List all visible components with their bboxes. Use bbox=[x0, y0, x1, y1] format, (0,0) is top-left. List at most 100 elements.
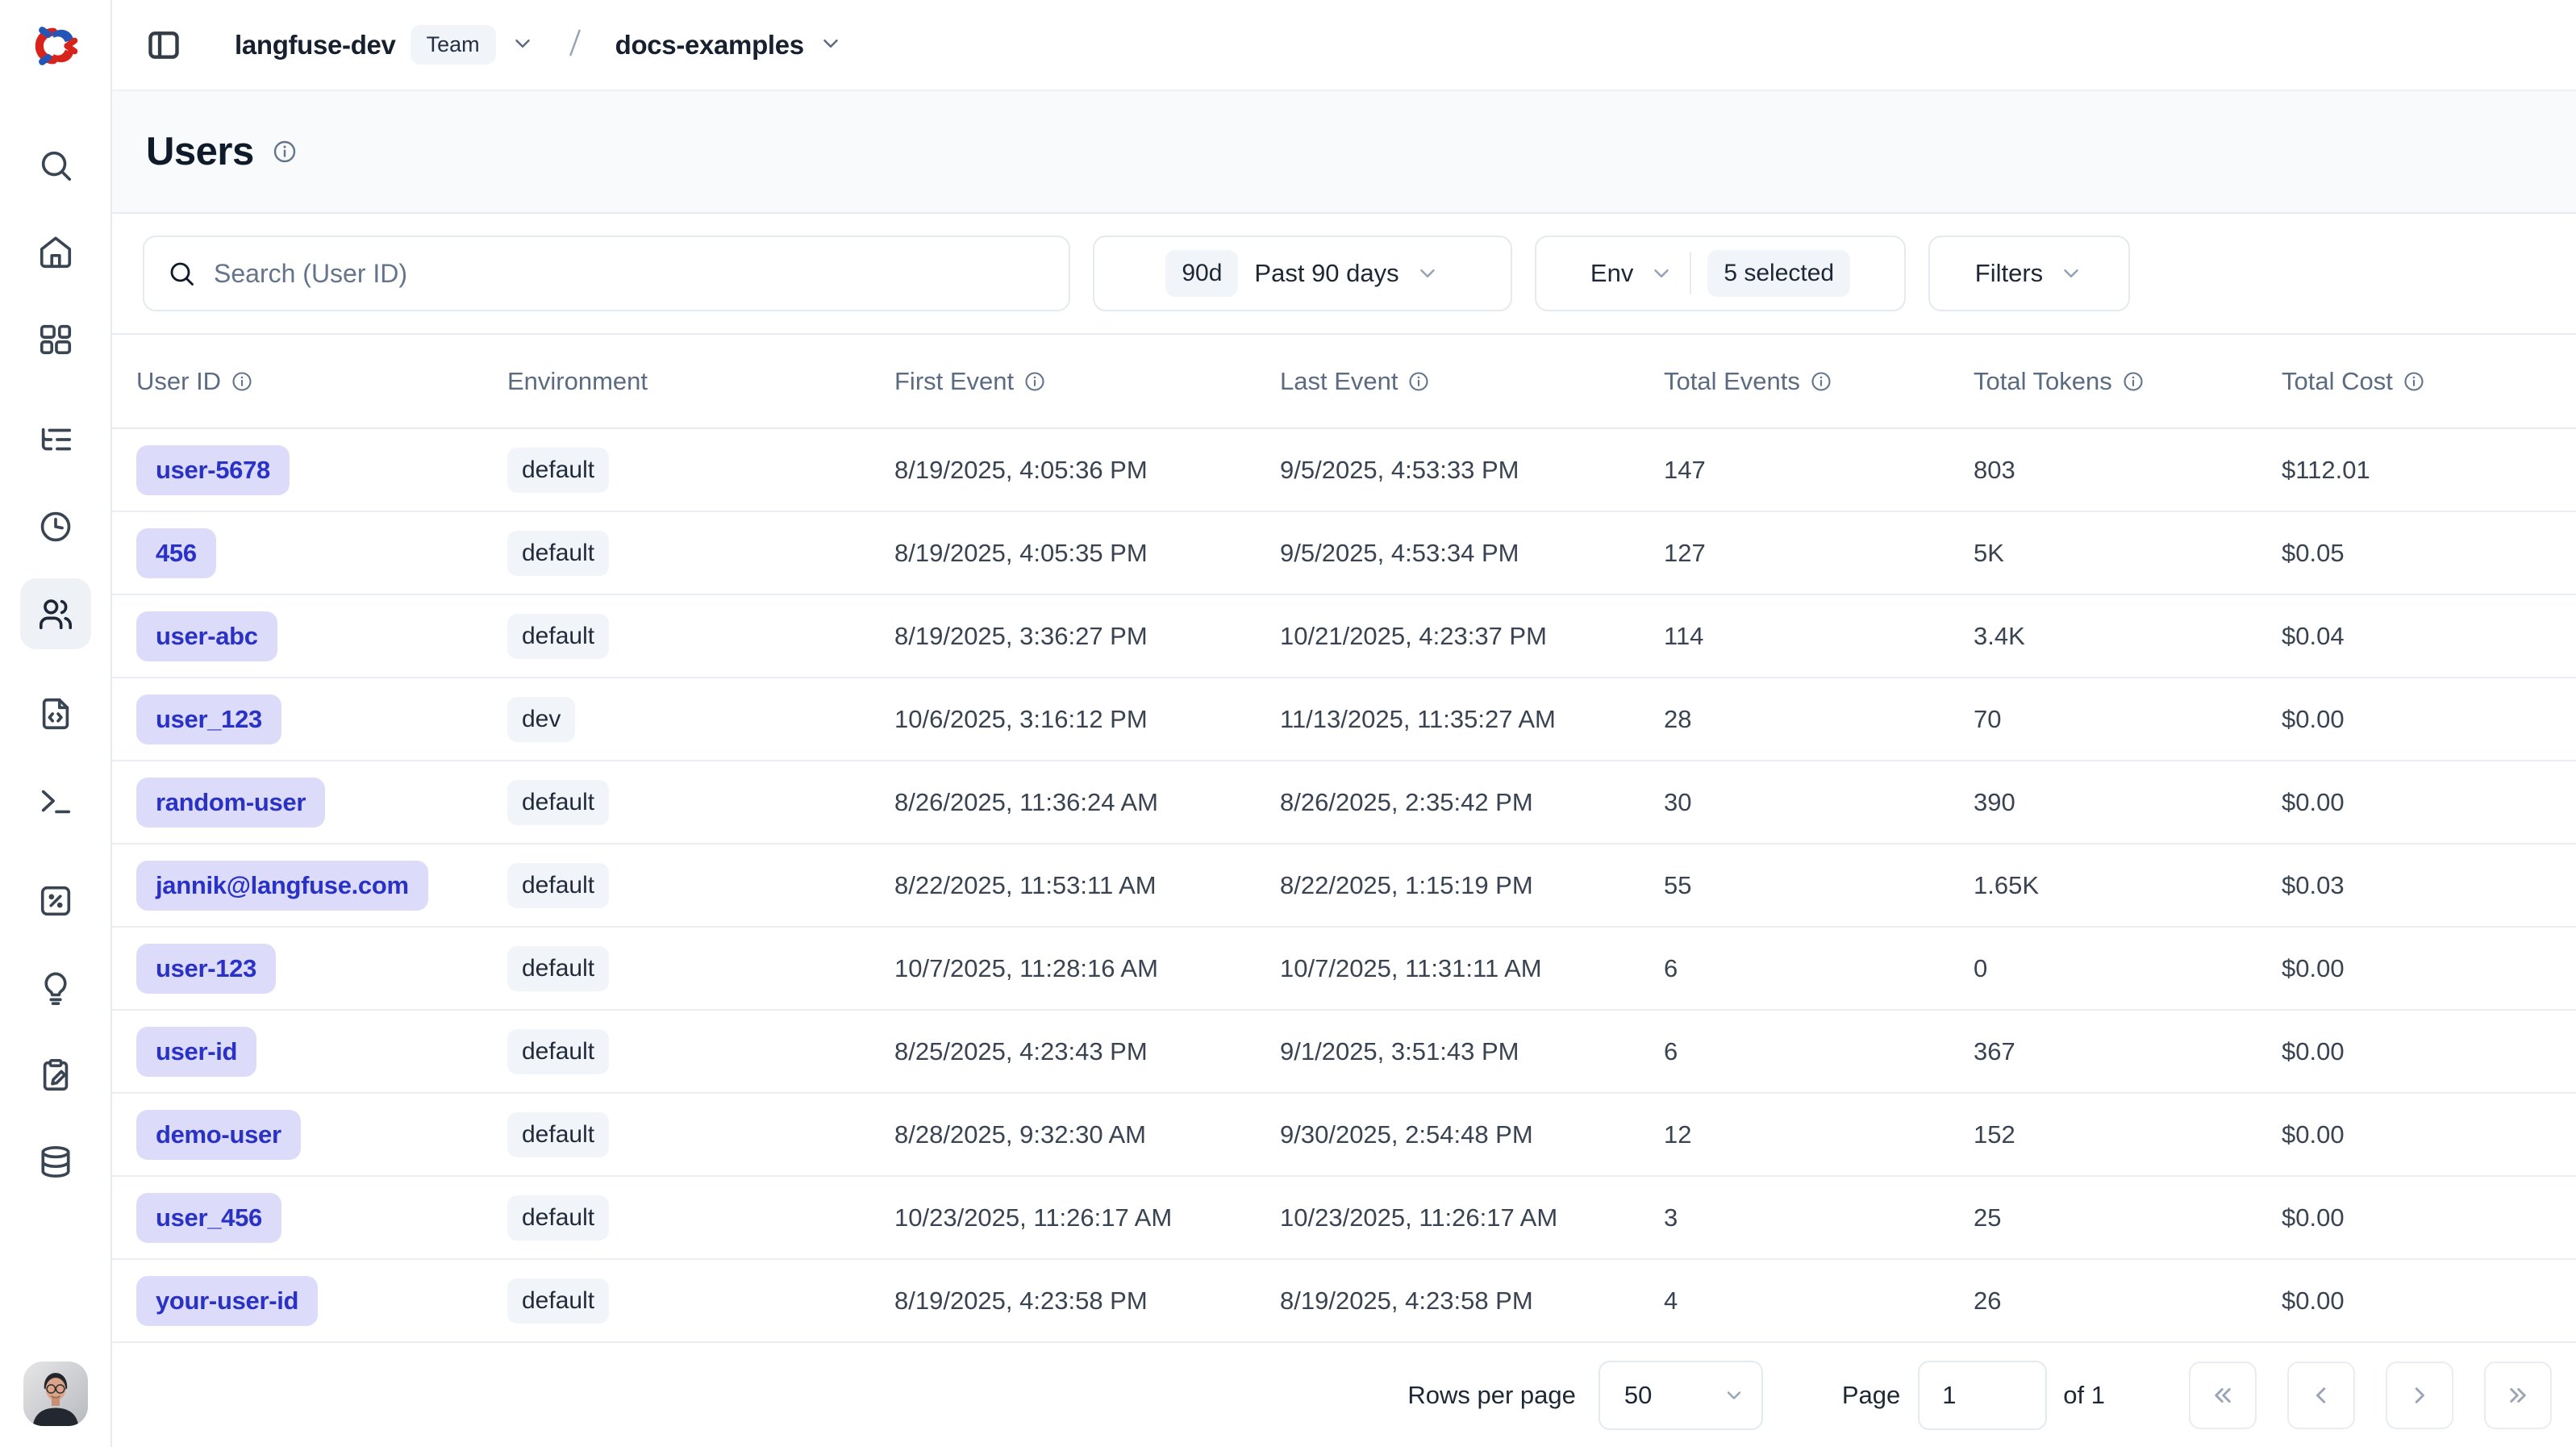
date-range-label: Past 90 days bbox=[1254, 259, 1398, 288]
filters-button[interactable]: Filters bbox=[1928, 236, 2130, 311]
sidebar-toggle-button[interactable] bbox=[146, 27, 181, 63]
total-tokens-cell: 5K bbox=[1974, 539, 2282, 568]
app-root: langfuse-dev Team docs-examples Users bbox=[0, 0, 2576, 1447]
user-id-badge[interactable]: demo-user bbox=[136, 1110, 301, 1160]
dashboards-icon bbox=[37, 321, 74, 358]
sidebar-item-playground[interactable] bbox=[20, 765, 91, 836]
first-page-button[interactable] bbox=[2189, 1362, 2257, 1429]
next-page-button[interactable] bbox=[2386, 1362, 2453, 1429]
column-header-label: First Event bbox=[894, 367, 1014, 396]
column-header: First Event bbox=[894, 367, 1280, 396]
user-id-badge[interactable]: 456 bbox=[136, 528, 216, 578]
table-row[interactable]: user-123 default 10/7/2025, 11:28:16 AM … bbox=[112, 928, 2576, 1011]
info-icon bbox=[231, 370, 253, 393]
sidebar-item-prompts[interactable] bbox=[20, 678, 91, 749]
user-id-badge[interactable]: user-5678 bbox=[136, 445, 290, 495]
search-input[interactable] bbox=[214, 259, 1046, 289]
users-icon bbox=[37, 595, 74, 632]
sidebar-item-home[interactable] bbox=[20, 217, 91, 288]
annotation-clipboard-pen-icon bbox=[37, 1057, 74, 1094]
column-header: Last Event bbox=[1280, 367, 1664, 396]
table-row[interactable]: user-5678 default 8/19/2025, 4:05:36 PM … bbox=[112, 429, 2576, 512]
sidebar-item-users[interactable] bbox=[20, 578, 91, 649]
column-header-label: Total Events bbox=[1664, 367, 1800, 396]
column-header-label: User ID bbox=[136, 367, 221, 396]
sidebar-item-evaluation[interactable] bbox=[20, 865, 91, 936]
column-header: Total Cost bbox=[2282, 367, 2552, 396]
table-row[interactable]: demo-user default 8/28/2025, 9:32:30 AM … bbox=[112, 1094, 2576, 1177]
sidebar-item-search[interactable] bbox=[20, 130, 91, 201]
first-event-cell: 8/25/2025, 4:23:43 PM bbox=[894, 1037, 1280, 1066]
table-row[interactable]: user-abc default 8/19/2025, 3:36:27 PM 1… bbox=[112, 595, 2576, 678]
first-event-cell: 8/19/2025, 4:05:36 PM bbox=[894, 456, 1280, 485]
user-id-badge[interactable]: user-123 bbox=[136, 944, 276, 994]
project-selector[interactable]: docs-examples bbox=[615, 30, 843, 60]
environment-badge: default bbox=[507, 780, 609, 825]
column-header-label: Total Cost bbox=[2282, 367, 2393, 396]
user-avatar-photo bbox=[23, 1362, 88, 1426]
environment-badge: dev bbox=[507, 697, 575, 742]
last-event-cell: 9/5/2025, 4:53:34 PM bbox=[1280, 539, 1664, 568]
user-id-badge[interactable]: user_123 bbox=[136, 694, 281, 744]
env-filter-button[interactable]: Env 5 selected bbox=[1535, 236, 1906, 311]
table-row[interactable]: user_123 dev 10/6/2025, 3:16:12 PM 11/13… bbox=[112, 678, 2576, 761]
first-event-cell: 8/19/2025, 3:36:27 PM bbox=[894, 622, 1280, 651]
table-row[interactable]: your-user-id default 8/19/2025, 4:23:58 … bbox=[112, 1260, 2576, 1343]
sidebar-item-dashboards[interactable] bbox=[20, 304, 91, 375]
info-icon bbox=[1407, 370, 1430, 393]
org-selector[interactable]: langfuse-dev Team bbox=[235, 25, 535, 65]
page-count-label: of 1 bbox=[2063, 1381, 2105, 1410]
langfuse-logo[interactable] bbox=[30, 0, 81, 91]
env-label: Env bbox=[1590, 259, 1633, 288]
table-row[interactable]: 456 default 8/19/2025, 4:05:35 PM 9/5/20… bbox=[112, 512, 2576, 595]
sidebar-item-datasets[interactable] bbox=[20, 1127, 91, 1198]
table-body: user-5678 default 8/19/2025, 4:05:36 PM … bbox=[112, 429, 2576, 1343]
total-events-cell: 114 bbox=[1664, 622, 1974, 651]
total-cost-cell: $0.00 bbox=[2282, 705, 2552, 734]
total-tokens-cell: 0 bbox=[1974, 954, 2282, 983]
playground-terminal-icon bbox=[37, 782, 74, 819]
user-id-badge[interactable]: user-id bbox=[136, 1027, 256, 1077]
lightbulb-icon bbox=[37, 970, 74, 1007]
first-event-cell: 10/6/2025, 3:16:12 PM bbox=[894, 705, 1280, 734]
user-id-badge[interactable]: user_456 bbox=[136, 1193, 281, 1243]
environment-badge: default bbox=[507, 448, 609, 493]
home-icon bbox=[37, 234, 74, 271]
user-id-badge[interactable]: user-abc bbox=[136, 611, 277, 661]
chevron-down-icon bbox=[819, 31, 843, 58]
table-row[interactable]: user-id default 8/25/2025, 4:23:43 PM 9/… bbox=[112, 1011, 2576, 1094]
total-events-cell: 127 bbox=[1664, 539, 1974, 568]
user-avatar[interactable] bbox=[23, 1362, 88, 1426]
total-events-cell: 55 bbox=[1664, 871, 1974, 900]
user-id-badge[interactable]: random-user bbox=[136, 778, 325, 828]
sidebar-item-annotation[interactable] bbox=[20, 1040, 91, 1111]
total-events-cell: 30 bbox=[1664, 788, 1974, 817]
date-range-button[interactable]: 90d Past 90 days bbox=[1093, 236, 1512, 311]
rows-per-page-select[interactable]: 50 bbox=[1599, 1361, 1763, 1430]
table-row[interactable]: jannik@langfuse.com default 8/22/2025, 1… bbox=[112, 844, 2576, 928]
info-icon bbox=[2403, 370, 2425, 393]
user-id-badge[interactable]: your-user-id bbox=[136, 1276, 318, 1326]
user-id-badge[interactable]: jannik@langfuse.com bbox=[136, 861, 428, 911]
page-number-input[interactable] bbox=[1918, 1361, 2047, 1430]
sidebar-item-insights[interactable] bbox=[20, 953, 91, 1024]
total-cost-cell: $0.00 bbox=[2282, 1203, 2552, 1232]
sidebar-nav bbox=[20, 91, 91, 1227]
sidebar-item-sessions[interactable] bbox=[20, 491, 91, 562]
previous-page-button[interactable] bbox=[2287, 1362, 2355, 1429]
chevron-down-icon bbox=[1649, 261, 1674, 286]
chevron-down-icon bbox=[1415, 261, 1440, 286]
last-event-cell: 8/22/2025, 1:15:19 PM bbox=[1280, 871, 1664, 900]
last-page-button[interactable] bbox=[2484, 1362, 2552, 1429]
table-row[interactable]: random-user default 8/26/2025, 11:36:24 … bbox=[112, 761, 2576, 844]
table-row[interactable]: user_456 default 10/23/2025, 11:26:17 AM… bbox=[112, 1177, 2576, 1260]
info-icon[interactable] bbox=[272, 139, 298, 165]
total-cost-cell: $0.00 bbox=[2282, 1286, 2552, 1316]
env-selected-badge: 5 selected bbox=[1707, 250, 1850, 297]
total-cost-cell: $0.00 bbox=[2282, 954, 2552, 983]
project-name: docs-examples bbox=[615, 30, 804, 60]
column-header: User ID bbox=[136, 367, 507, 396]
sidebar-item-tracing[interactable] bbox=[20, 404, 91, 475]
pagination-footer: Rows per page 50 Page of 1 bbox=[112, 1343, 2576, 1447]
page-title: Users bbox=[146, 129, 254, 174]
